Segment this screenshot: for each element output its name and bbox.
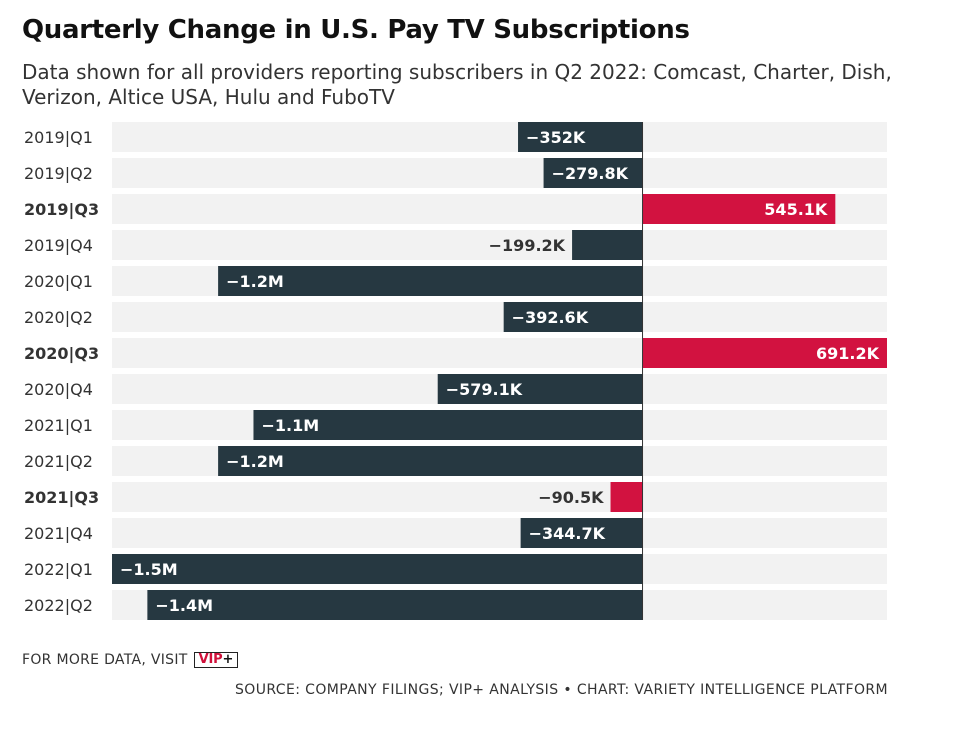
value-label: −1.1M [261,416,319,435]
category-label: 2019|Q4 [24,236,93,255]
vip-logo-plus: + [222,652,234,667]
category-label: 2021|Q2 [24,452,93,471]
value-label: −279.8K [552,164,629,183]
value-label: −579.1K [446,380,523,399]
category-label: 2022|Q1 [24,560,93,579]
bar [253,410,643,440]
category-label: 2021|Q3 [24,488,99,508]
row-background [112,158,887,188]
bar [520,518,643,548]
category-label: 2019|Q1 [24,128,93,147]
row-background [112,518,887,548]
category-label: 2021|Q4 [24,524,93,543]
row-background [112,230,887,260]
category-label: 2021|Q1 [24,416,93,435]
bar [543,158,643,188]
bar [218,266,643,296]
value-label: 691.2K [816,344,880,363]
value-label: −344.7K [529,524,606,543]
value-label: 545.1K [764,200,828,219]
bar [218,446,643,476]
more-data-label: FOR MORE DATA, VISIT [22,652,188,668]
value-label: −1.4M [155,596,213,615]
row-background [112,122,887,152]
category-label: 2020|Q3 [24,344,99,364]
value-label: −352K [526,128,586,147]
category-label: 2022|Q2 [24,596,93,615]
value-label: −90.5K [538,488,604,507]
category-label: 2020|Q4 [24,380,93,399]
bar [572,230,643,260]
bar [147,590,643,620]
value-label: −1.2M [226,272,284,291]
bar [503,302,643,332]
bar [518,122,643,152]
category-label: 2019|Q2 [24,164,93,183]
row-background [112,482,887,512]
value-label: −392.6K [512,308,589,327]
category-label: 2020|Q2 [24,308,93,327]
value-label: −1.5M [120,560,178,579]
value-label: −1.2M [226,452,284,471]
bar [112,554,643,584]
value-label: −199.2K [489,236,566,255]
vip-logo-text: VIP [198,652,223,667]
row-background [112,302,887,332]
bar [610,482,643,512]
bar [642,194,836,224]
category-label: 2020|Q1 [24,272,93,291]
category-label: 2019|Q3 [24,200,99,220]
bar [642,338,887,368]
bar [437,374,643,404]
chart-title: Quarterly Change in U.S. Pay TV Subscrip… [22,15,690,45]
source-note: SOURCE: COMPANY FILINGS; VIP+ ANALYSIS •… [235,682,888,698]
chart-subtitle: Data shown for all providers reporting s… [22,60,892,109]
more-data-footer: FOR MORE DATA, VISIT VIP+ [22,652,239,668]
vip-plus-logo[interactable]: VIP+ [193,652,239,668]
